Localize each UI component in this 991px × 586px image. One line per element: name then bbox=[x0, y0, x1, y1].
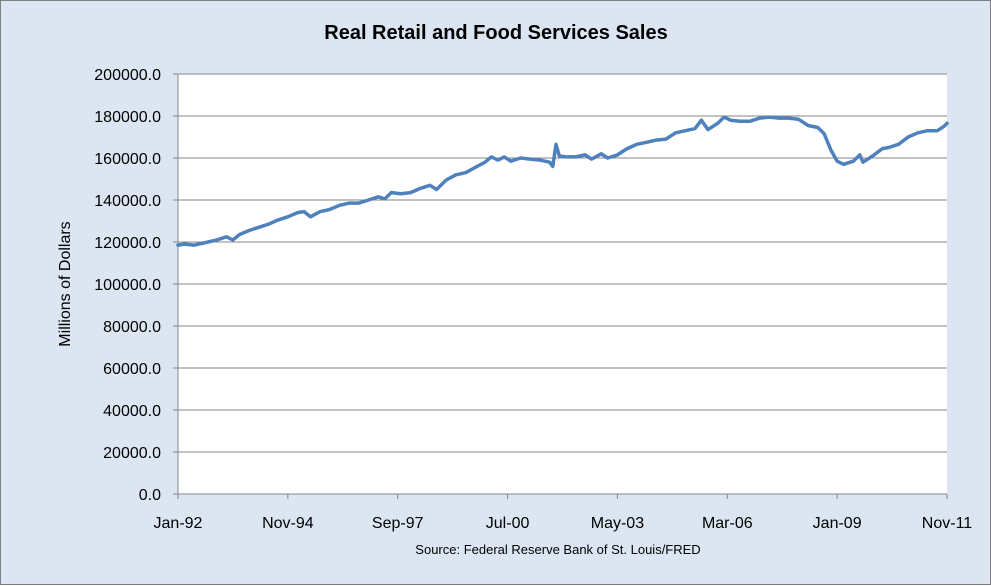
y-tick-label: 20000.0 bbox=[103, 445, 161, 462]
y-tick-label: 120000.0 bbox=[94, 235, 161, 252]
y-axis-title: Millions of Dollars bbox=[57, 221, 74, 346]
x-tick-label: May-03 bbox=[591, 515, 644, 532]
series-line bbox=[176, 115, 949, 247]
y-tick-label: 180000.0 bbox=[94, 109, 161, 126]
x-tick-label: Jan-92 bbox=[154, 515, 203, 532]
y-tick-label: 200000.0 bbox=[94, 67, 161, 84]
y-tick-label: 140000.0 bbox=[94, 193, 161, 210]
y-tick-label: 60000.0 bbox=[103, 361, 161, 378]
x-tick-label: Nov-94 bbox=[262, 515, 314, 532]
source-note: Source: Federal Reserve Bank of St. Loui… bbox=[415, 542, 700, 557]
x-tick-label: Sep-97 bbox=[372, 515, 424, 532]
gridlines bbox=[178, 73, 947, 453]
chart-title: Real Retail and Food Services Sales bbox=[324, 22, 667, 44]
x-tick-label: Mar-06 bbox=[702, 515, 753, 532]
y-tick-label: 40000.0 bbox=[103, 403, 161, 420]
y-tick-label: 160000.0 bbox=[94, 151, 161, 168]
axes: 0.0 20000.0 40000.0 60000.0 80000.0 100000.0 1… bbox=[94, 67, 972, 532]
x-tick-label: Jan-09 bbox=[813, 515, 862, 532]
series-layer bbox=[176, 115, 949, 247]
y-tick-label: 0.0 bbox=[139, 487, 161, 504]
y-tick-label: 80000.0 bbox=[103, 319, 161, 336]
x-tick-label: Jul-00 bbox=[486, 515, 530, 532]
x-tick-label: Nov-11 bbox=[922, 515, 972, 532]
y-tick-label: 100000.0 bbox=[94, 277, 161, 294]
